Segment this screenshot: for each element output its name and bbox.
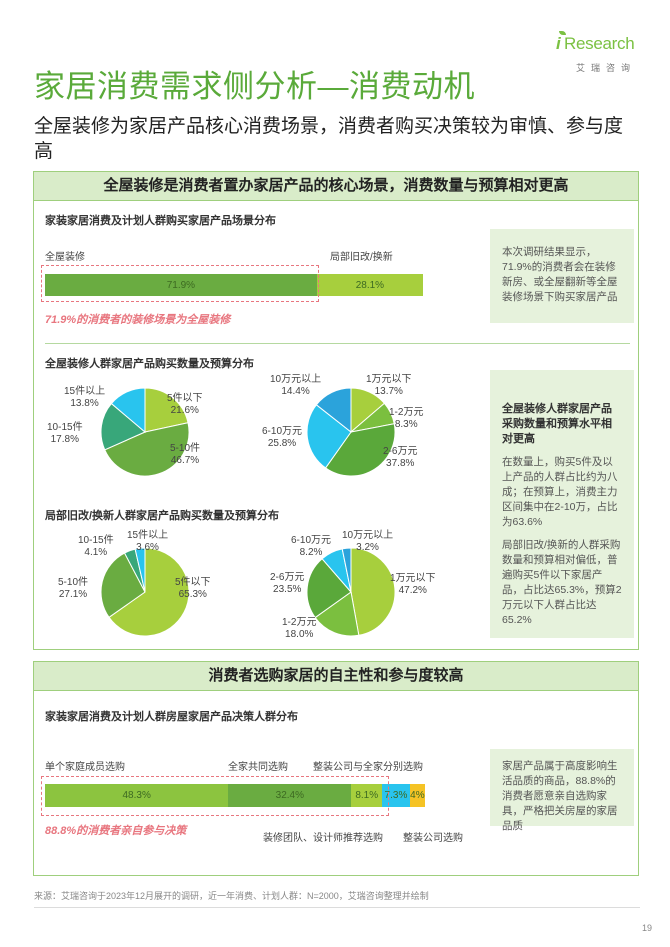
decision-bar-segment-0: 48.3% <box>45 784 229 807</box>
pie-partial-budget <box>306 547 396 637</box>
pie4-value-over10: 3.2% <box>356 542 379 553</box>
pie4-label-6to10: 6-10万元 8.2% <box>291 535 332 558</box>
pie3-value-5to10: 27.1% <box>58 589 88 600</box>
pie1-slice-1 <box>104 422 190 477</box>
pie-whole-house-budget <box>306 387 396 477</box>
pie4-slice-2 <box>306 558 352 619</box>
decision-bar-segment-3: 7.3% <box>382 784 410 807</box>
pie4-slice-4 <box>341 547 352 593</box>
chart-whole-house-title: 全屋装修人群家居产品购买数量及预算分布 <box>45 358 254 370</box>
pie3-slice-3 <box>134 547 146 593</box>
pie1-value-under5: 21.6% <box>170 405 199 416</box>
decision-label-company: 整装公司选购 <box>403 833 463 844</box>
pie4-label-under1: 1万元以下 47.2% <box>390 573 436 596</box>
pie2-label-2to6: 2-6万元 37.8% <box>383 446 418 469</box>
pie4-value-2to6: 23.5% <box>273 584 302 595</box>
page-title: 家居消费需求侧分析—消费动机 <box>34 69 475 104</box>
page-number: 19 <box>642 923 653 933</box>
pie3-value-10to15: 4.1% <box>84 547 108 558</box>
decision-bar-segment-1: 32.4% <box>228 784 352 807</box>
pie3-label-over15: 15件以上 3.6% <box>127 530 169 553</box>
pie4-label-2to6: 2-6万元 23.5% <box>270 572 305 595</box>
pie2-value-under1: 13.7% <box>374 386 403 397</box>
pie1-label-under5: 5件以下 21.6% <box>167 393 203 416</box>
side-note-quantity: 全屋装修人群家居产品采购数量和预算水平相对更高 在数量上，购买5件及以上产品的人… <box>490 370 634 638</box>
whole-house-note: 71.9%的消费者的装修场景为全屋装修 <box>45 314 231 326</box>
pie1-slice-2 <box>100 402 146 451</box>
whole-house-highlight <box>41 265 319 302</box>
pie3-label-under5: 5件以下 65.3% <box>175 577 211 600</box>
pie2-label-under1: 1万元以下 13.7% <box>366 374 412 397</box>
pie1-label-10to15: 10-15件 17.8% <box>47 422 83 445</box>
pie1-value-5to10: 46.7% <box>170 455 200 466</box>
side-note-quantity-p1: 在数量上，购买5件及以上产品的人群占比约为八成；在预算上，消费主力区间集中在2-… <box>502 456 618 528</box>
pie4-value-under1: 47.2% <box>398 585 427 596</box>
scene-stacked-bar: 71.9% 28.1% <box>45 274 423 296</box>
pie1-value-over15: 13.8% <box>70 398 99 409</box>
side-note-scene: 本次调研结果显示，71.9%的消费者会在装修新房、或全屋翻新等全屋装修场景下购买… <box>490 229 634 323</box>
pie4-value-1to2: 18.0% <box>285 629 314 640</box>
self-participation-highlight <box>41 776 389 816</box>
decision-label-company-and-family: 整装公司与全家分别选购 <box>313 762 423 773</box>
bar-label-whole-house: 全屋装修 <box>45 252 85 263</box>
pie1-label-over15: 15件以上 13.8% <box>64 386 106 409</box>
footer-divider <box>34 907 640 908</box>
pie3-slice-1 <box>100 552 146 619</box>
pie4-label-over10: 10万元以上 3.2% <box>342 530 394 553</box>
source-note: 来源：艾瑞咨询于2023年12月展开的调研，近一年消费、计划人群：N=2000，… <box>34 891 429 901</box>
pie3-value-over15: 3.6% <box>136 542 159 553</box>
logo-subtitle: 艾瑞咨询 <box>575 63 636 73</box>
decision-stacked-bar: 48.3% 32.4% 8.1% 7.3% 4% <box>45 784 425 807</box>
pie3-value-under5: 65.3% <box>178 589 207 600</box>
pie2-slice-3 <box>306 404 352 469</box>
chart-partial-title: 局部旧改/换新人群家居产品购买数量及预算分布 <box>45 510 280 522</box>
pie1-slice-3 <box>110 387 146 434</box>
pie3-label-10to15: 10-15件 4.1% <box>78 535 114 558</box>
section-divider <box>45 343 630 344</box>
pie3-label-5to10: 5-10件 27.1% <box>58 577 89 600</box>
section-decision-heading: 消费者选购家居的自主性和参与度较高 <box>34 662 638 691</box>
self-participation-note: 88.8%的消费者亲自参与决策 <box>45 825 187 837</box>
iresearch-logo: i Research <box>556 31 640 58</box>
side-note-scene-text: 本次调研结果显示，71.9%的消费者会在装修新房、或全屋翻新等全屋装修场景下购买… <box>502 246 618 303</box>
logo-text: Research <box>564 34 635 53</box>
pie4-slice-1 <box>314 591 360 637</box>
side-note-quantity-p2: 局部旧改/换新的人群采购数量和预算相对偏低，普遍购买5件以下家居产品，占比达65… <box>502 539 622 626</box>
pie2-value-2to6: 37.8% <box>386 458 415 469</box>
decision-bar-segment-2: 8.1% <box>351 784 383 807</box>
pie4-label-1to2: 1-2万元 18.0% <box>282 617 317 640</box>
pie1-value-10to15: 17.8% <box>50 434 79 445</box>
pie4-value-6to10: 8.2% <box>299 547 323 558</box>
chart-scene-title: 家装家居消费及计划人群购买家居产品场景分布 <box>45 215 276 227</box>
section-scene-heading: 全屋装修是消费者置办家居产品的核心场景，消费数量与预算相对更高 <box>34 172 638 201</box>
pie-partial-quantity <box>100 547 190 637</box>
decision-label-family: 全家共同选购 <box>228 762 288 773</box>
logo-leaf-icon <box>559 31 566 35</box>
pie2-slice-4 <box>315 387 352 434</box>
chart-decision-title: 家装家居消费及计划人群房屋家居产品决策人群分布 <box>45 711 298 723</box>
logo-i: i <box>556 34 561 53</box>
decision-bar-segment-4: 4% <box>409 784 425 807</box>
side-note-decision-text: 家居产品属于高度影响生活品质的商品，88.8%的消费者愿意亲自选购家具，严格把关… <box>502 760 618 832</box>
page-subtitle: 全屋装修为家居产品核心消费场景，消费者购买决策较为审慎、参与度高 <box>34 116 624 162</box>
pie2-label-1to2: 1-2万元 8.3% <box>389 407 424 430</box>
pie2-value-over10: 14.4% <box>281 386 310 397</box>
pie2-value-1to2: 8.3% <box>394 419 418 430</box>
pie2-value-6to10: 25.8% <box>267 438 297 449</box>
pie4-slice-0 <box>350 547 396 636</box>
pie1-slice-0 <box>144 387 189 433</box>
pie3-slice-0 <box>108 547 190 637</box>
pie2-label-over10: 10万元以上 14.4% <box>270 374 322 397</box>
side-note-decision: 家居产品属于高度影响生活品质的商品，88.8%的消费者愿意亲自选购家具，严格把关… <box>490 749 634 832</box>
pie2-label-6to10: 6-10万元 25.8% <box>262 426 303 449</box>
bar-label-partial: 局部旧改/换新 <box>330 252 393 263</box>
side-note-quantity-title: 全屋装修人群家居产品采购数量和预算水平相对更高 <box>502 403 612 445</box>
pie-whole-house-quantity <box>100 387 190 477</box>
scene-bar-segment-1: 28.1% <box>316 274 423 296</box>
decision-label-designer: 装修团队、设计师推荐选购 <box>263 833 383 844</box>
pie1-label-5to10: 5-10件 46.7% <box>170 443 201 466</box>
pie2-slice-2 <box>324 423 396 477</box>
decision-label-individual: 单个家庭成员选购 <box>45 762 125 773</box>
scene-bar-segment-0: 71.9% <box>45 274 317 296</box>
